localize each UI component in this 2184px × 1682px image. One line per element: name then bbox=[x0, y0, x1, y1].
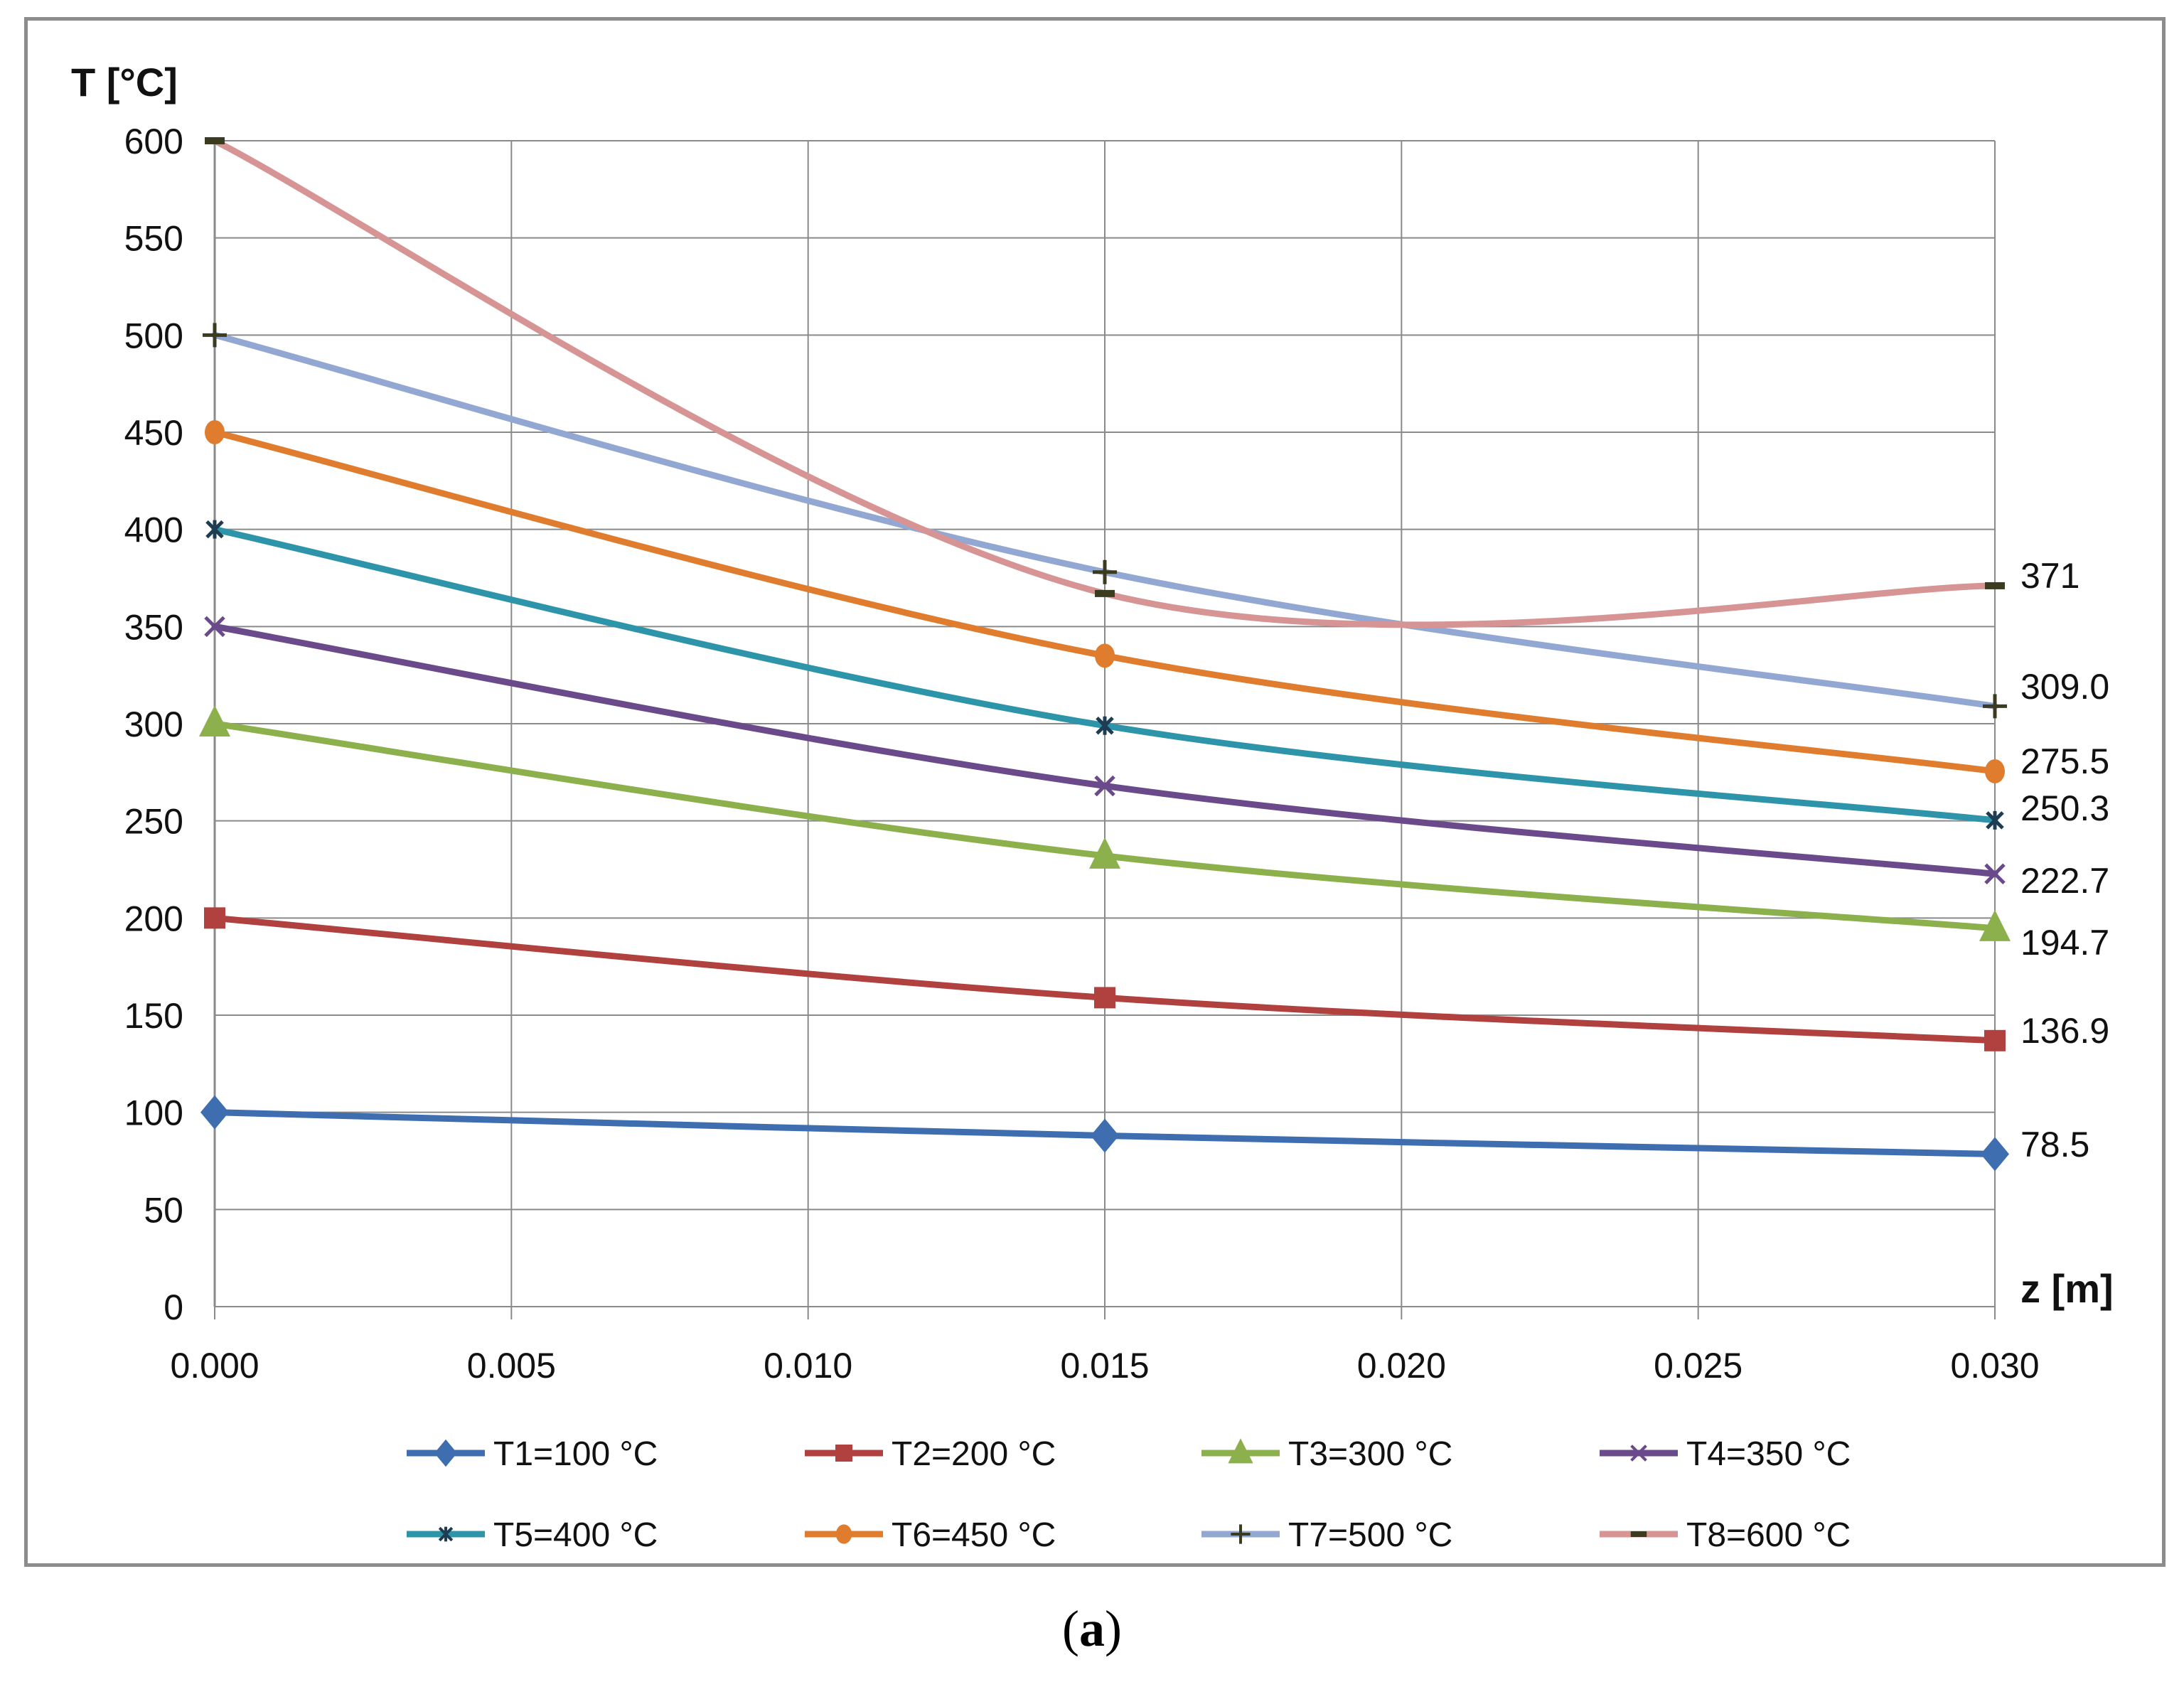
x-axis-title: z [m] bbox=[2020, 1266, 2114, 1311]
y-tick-label: 300 bbox=[124, 705, 183, 744]
axes: 0 50 100 150 200 250 300 350 400 450 500 550 600 0.00… bbox=[71, 60, 2114, 1386]
legend-item: T6=450 °C bbox=[805, 1516, 1056, 1554]
legend-item: T3=300 °C bbox=[1201, 1435, 1452, 1473]
data-point bbox=[1981, 1137, 2009, 1172]
end-value-label: 371 bbox=[2020, 556, 2079, 596]
y-tick-label: 350 bbox=[124, 607, 183, 647]
data-point bbox=[1093, 559, 1117, 584]
data-point bbox=[434, 1439, 457, 1467]
y-tick-label: 50 bbox=[144, 1190, 183, 1230]
x-tick-label: 0.010 bbox=[764, 1346, 852, 1386]
data-point bbox=[1985, 759, 2005, 783]
legend-label: T7=500 °C bbox=[1288, 1516, 1452, 1554]
data-point bbox=[1983, 694, 2007, 719]
data-point bbox=[205, 520, 224, 539]
data-point bbox=[1096, 716, 1114, 735]
data-point bbox=[1986, 810, 2004, 830]
data-point bbox=[204, 907, 225, 929]
legend-item: T8=600 °C bbox=[1600, 1516, 1851, 1554]
y-tick-label: 250 bbox=[124, 802, 183, 842]
end-value-label: 136.9 bbox=[2020, 1011, 2109, 1051]
legend-label: T2=200 °C bbox=[892, 1435, 1056, 1473]
data-point bbox=[835, 1524, 852, 1544]
chart-frame bbox=[24, 17, 2166, 1567]
x-tick-label: 0.020 bbox=[1357, 1346, 1446, 1386]
legend-item: T1=100 °C bbox=[407, 1435, 658, 1473]
y-tick-label: 0 bbox=[164, 1287, 183, 1327]
x-tick-label: 0.015 bbox=[1060, 1346, 1149, 1386]
caption-close: ) bbox=[1105, 1600, 1122, 1657]
x-tick-label: 0.005 bbox=[467, 1346, 556, 1386]
legend-label: T3=300 °C bbox=[1288, 1435, 1452, 1473]
data-point bbox=[204, 616, 225, 638]
data-point bbox=[1231, 1524, 1251, 1544]
y-tick-label: 400 bbox=[124, 510, 183, 550]
figure-caption: (a) bbox=[0, 1600, 2184, 1659]
data-point bbox=[1984, 863, 2006, 885]
data-point bbox=[835, 1445, 852, 1462]
legend-label: T4=350 °C bbox=[1686, 1435, 1851, 1473]
data-point bbox=[205, 420, 225, 444]
caption-open: ( bbox=[1062, 1600, 1079, 1657]
data-point bbox=[1630, 1531, 1647, 1537]
x-tick-label: 0.025 bbox=[1654, 1346, 1743, 1386]
data-point bbox=[1228, 1438, 1253, 1464]
data-point bbox=[1985, 582, 2005, 589]
data-point bbox=[1094, 987, 1115, 1009]
end-value-label: 275.5 bbox=[2020, 741, 2109, 781]
data-point bbox=[203, 323, 227, 348]
y-tick-label: 150 bbox=[124, 996, 183, 1036]
end-value-label: 194.7 bbox=[2020, 923, 2109, 963]
end-labels: 78.5 136.9 194.7 222.7 250.3 275.5 309.0 371 bbox=[2020, 556, 2109, 1164]
data-point bbox=[1094, 775, 1115, 797]
data-point bbox=[1979, 909, 2011, 941]
data-point bbox=[1984, 1029, 2006, 1051]
data-point bbox=[438, 1526, 454, 1542]
y-tick-label: 450 bbox=[124, 413, 183, 453]
legend-label: T8=600 °C bbox=[1686, 1516, 1851, 1554]
data-point bbox=[199, 705, 230, 736]
caption-letter: a bbox=[1079, 1600, 1105, 1657]
end-value-label: 250.3 bbox=[2020, 788, 2109, 828]
y-tick-label: 100 bbox=[124, 1093, 183, 1133]
data-point bbox=[205, 137, 225, 144]
y-tick-label: 550 bbox=[124, 219, 183, 259]
x-tick-label: 0.000 bbox=[170, 1346, 259, 1386]
y-axis-title: T [°C] bbox=[71, 60, 178, 105]
legend-label: T1=100 °C bbox=[493, 1435, 658, 1473]
series-markers bbox=[199, 137, 2011, 1172]
data-point bbox=[1089, 837, 1120, 869]
end-value-label: 78.5 bbox=[2020, 1125, 2089, 1164]
data-point bbox=[1630, 1445, 1647, 1462]
legend-label: T5=400 °C bbox=[493, 1516, 658, 1554]
data-point bbox=[200, 1095, 229, 1130]
end-value-label: 309.0 bbox=[2020, 667, 2109, 707]
legend: T1=100 °C T2=200 °C T3=300 °C T4=350 °C T5=4… bbox=[407, 1435, 1851, 1554]
legend-item: T2=200 °C bbox=[805, 1435, 1056, 1473]
legend-label: T6=450 °C bbox=[892, 1516, 1056, 1554]
x-tick-label: 0.030 bbox=[1950, 1346, 2039, 1386]
data-point bbox=[1095, 643, 1115, 668]
legend-item: T7=500 °C bbox=[1201, 1516, 1452, 1554]
data-point bbox=[1091, 1118, 1119, 1153]
y-tick-label: 500 bbox=[124, 316, 183, 355]
y-tick-label: 600 bbox=[124, 122, 183, 161]
legend-item: T5=400 °C bbox=[407, 1516, 658, 1554]
y-tick-label: 200 bbox=[124, 899, 183, 938]
end-value-label: 222.7 bbox=[2020, 861, 2109, 901]
data-point bbox=[1095, 589, 1115, 597]
legend-item: T4=350 °C bbox=[1600, 1435, 1851, 1473]
